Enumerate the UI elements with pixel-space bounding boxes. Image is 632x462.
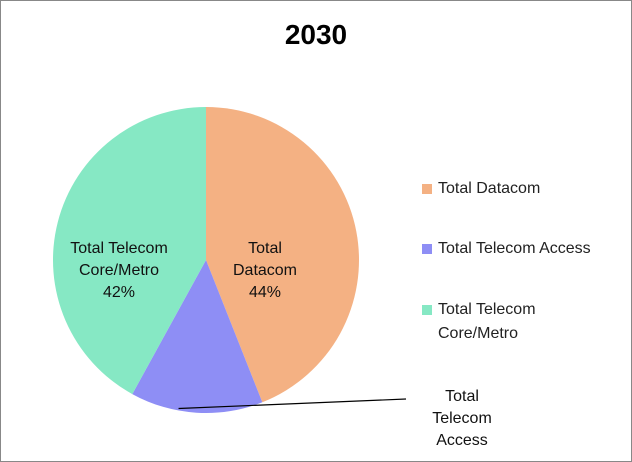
pie-slice	[206, 107, 359, 403]
slice-value: 44%	[248, 284, 282, 301]
slice-category: Total Datacom	[232, 240, 298, 279]
slice-category: Total Telecom Access	[432, 388, 492, 449]
legend-label: Total Telecom Access	[438, 240, 591, 257]
pie-slice	[132, 260, 263, 413]
legend-item: Total Telecom Core/Metro	[422, 298, 558, 346]
legend-item: Total Telecom Access	[422, 237, 628, 261]
slice-label: Total Telecom Access	[422, 386, 502, 452]
slice-value: 42%	[102, 284, 136, 301]
legend-label: Total Telecom Core/Metro	[438, 301, 536, 342]
legend-label: Total Datacom	[438, 180, 541, 197]
slice-label: Total Datacom 44%	[225, 238, 305, 304]
leader-line	[178, 398, 407, 410]
legend-item: Total Datacom	[422, 177, 628, 201]
pie-slice	[53, 107, 206, 395]
slice-category: Total Telecom Core/Metro	[70, 240, 168, 279]
legend-swatch	[422, 244, 432, 254]
chart-title: 2030	[284, 19, 348, 50]
slice-label: Total Telecom Core/Metro 42%	[69, 238, 169, 304]
legend-swatch	[422, 305, 432, 315]
legend-swatch	[422, 184, 432, 194]
